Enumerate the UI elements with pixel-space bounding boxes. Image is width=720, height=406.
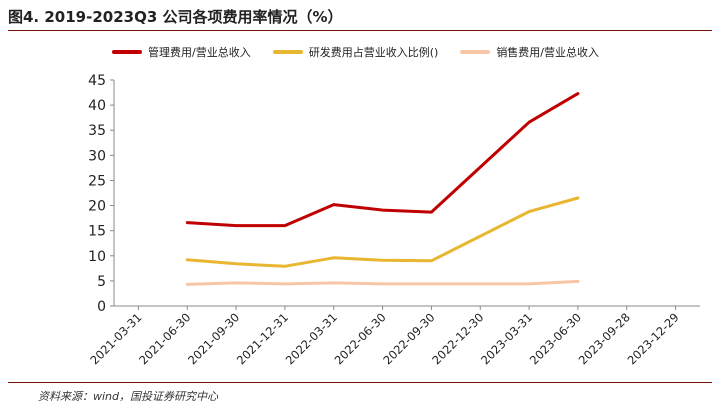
x-tick-label: 2022-12-30	[429, 310, 486, 367]
y-tick-label: 35	[88, 123, 106, 139]
legend-item: 销售费用/营业总收入	[460, 44, 599, 60]
series-line	[185, 196, 580, 268]
legend-swatch	[460, 50, 491, 54]
x-tick-label: 2021-06-30	[136, 310, 193, 367]
y-tick-label: 15	[88, 224, 106, 240]
series-line	[185, 279, 580, 286]
legend-label: 管理费用/营业总收入	[148, 46, 251, 59]
y-tick-label: 25	[88, 173, 106, 189]
x-tick-label: 2022-09-30	[380, 310, 437, 367]
title-divider	[8, 30, 712, 31]
x-tick-label: 2023-09-28	[576, 310, 633, 367]
x-tick-label: 2023-03-31	[478, 310, 535, 367]
legend-label: 研发费用占营业收入比例()	[308, 46, 439, 59]
y-tick-label: 10	[88, 249, 106, 265]
legend-item: 管理费用/营业总收入	[112, 44, 251, 60]
y-tick-label: 5	[97, 274, 106, 290]
y-tick-label: 0	[97, 299, 106, 315]
legend-item: 研发费用占营业收入比例()	[272, 44, 439, 60]
legend-label: 销售费用/营业总收入	[496, 46, 600, 59]
y-tick-label: 40	[88, 98, 106, 114]
y-tick-label: 45	[88, 73, 106, 89]
x-tick-label: 2021-03-31	[87, 310, 144, 367]
x-tick-label: 2021-12-31	[234, 310, 291, 367]
y-tick-label: 30	[88, 148, 106, 164]
x-tick-label: 2022-06-30	[332, 310, 389, 367]
series-line	[185, 92, 580, 228]
legend-swatch	[272, 50, 303, 54]
legend: 管理费用/营业总收入 研发费用占营业收入比例() 销售费用/营业总收入	[112, 44, 621, 60]
x-tick-label: 2021-09-30	[185, 310, 242, 367]
x-tick-label: 2023-06-30	[527, 310, 584, 367]
x-tick-label: 2023-12-29	[625, 310, 682, 367]
legend-swatch	[112, 50, 142, 54]
chart-title: 图4. 2019-2023Q3 公司各项费用率情况（%）	[8, 8, 343, 26]
y-tick-label: 20	[88, 199, 106, 215]
footer-divider	[8, 382, 712, 383]
x-tick-label: 2022-03-31	[283, 310, 340, 367]
source-note: 资料来源：wind，国投证券研究中心	[38, 390, 219, 403]
